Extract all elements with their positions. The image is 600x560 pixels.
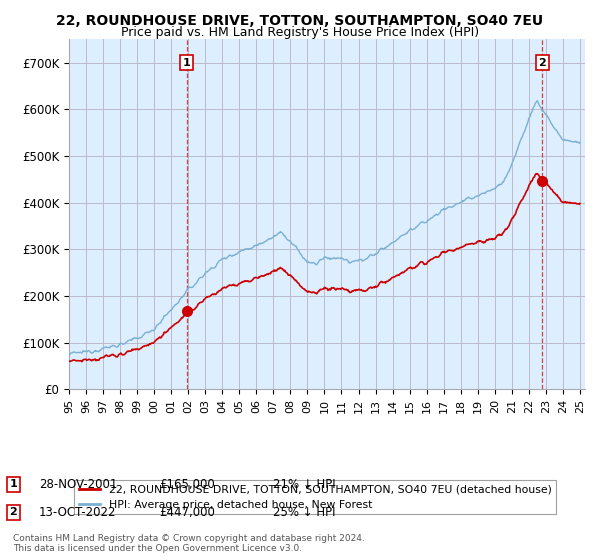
Text: 25% ↓ HPI: 25% ↓ HPI	[273, 506, 335, 519]
Text: 22, ROUNDHOUSE DRIVE, TOTTON, SOUTHAMPTON, SO40 7EU: 22, ROUNDHOUSE DRIVE, TOTTON, SOUTHAMPTO…	[56, 14, 544, 28]
Text: 2: 2	[10, 507, 17, 517]
Text: 28-NOV-2001: 28-NOV-2001	[39, 478, 118, 491]
Text: £165,000: £165,000	[159, 478, 215, 491]
Text: £447,000: £447,000	[159, 506, 215, 519]
Text: Price paid vs. HM Land Registry's House Price Index (HPI): Price paid vs. HM Land Registry's House …	[121, 26, 479, 39]
Text: Contains HM Land Registry data © Crown copyright and database right 2024.
This d: Contains HM Land Registry data © Crown c…	[13, 534, 365, 553]
Text: 13-OCT-2022: 13-OCT-2022	[39, 506, 116, 519]
Legend: 22, ROUNDHOUSE DRIVE, TOTTON, SOUTHAMPTON, SO40 7EU (detached house), HPI: Avera: 22, ROUNDHOUSE DRIVE, TOTTON, SOUTHAMPTO…	[74, 480, 556, 515]
Text: 2: 2	[538, 58, 546, 68]
Text: 1: 1	[10, 479, 17, 489]
Text: 1: 1	[183, 58, 191, 68]
Text: 21% ↓ HPI: 21% ↓ HPI	[273, 478, 335, 491]
